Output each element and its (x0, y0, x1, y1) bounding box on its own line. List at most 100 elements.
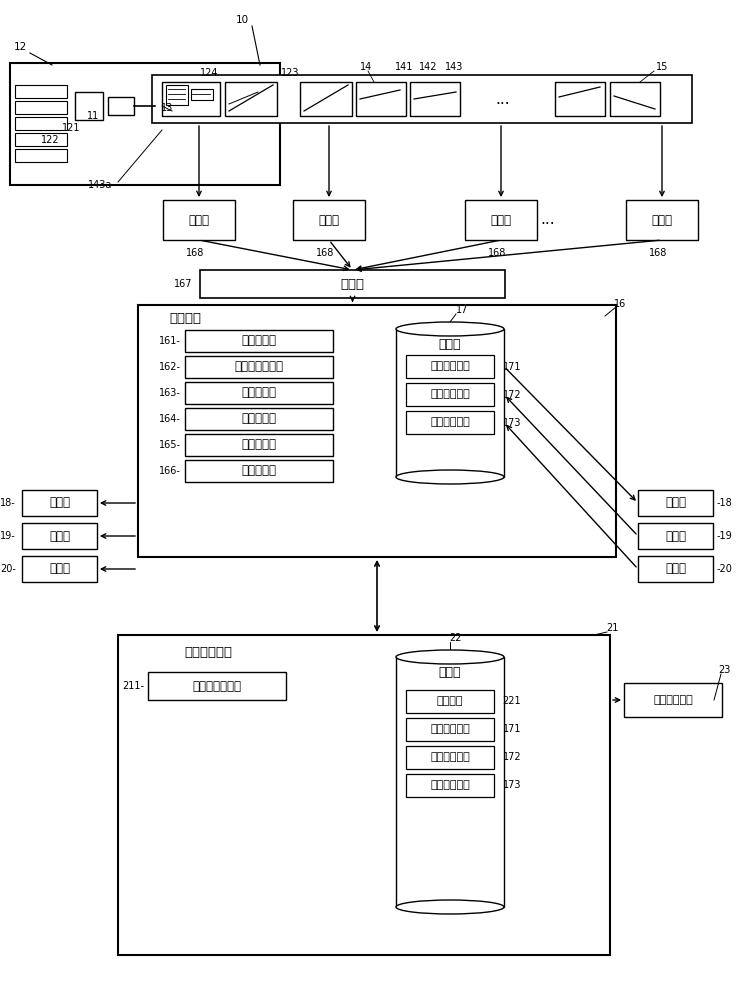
Text: 布线图像数据: 布线图像数据 (430, 724, 470, 734)
Text: 进展管理信息: 进展管理信息 (430, 780, 470, 790)
Text: ...: ... (541, 213, 555, 228)
Text: 168: 168 (649, 248, 667, 258)
Text: 165-: 165- (159, 440, 181, 450)
FancyBboxPatch shape (75, 92, 103, 120)
Text: 23: 23 (718, 665, 730, 675)
FancyBboxPatch shape (138, 305, 616, 557)
Text: 168: 168 (488, 248, 506, 258)
Text: 11: 11 (87, 111, 99, 121)
FancyBboxPatch shape (162, 82, 220, 116)
Text: 168: 168 (186, 248, 204, 258)
Text: 分离器: 分离器 (189, 214, 210, 227)
Text: 16: 16 (614, 299, 626, 309)
FancyBboxPatch shape (406, 690, 494, 713)
Text: 电线切断控制部: 电线切断控制部 (234, 360, 284, 373)
Text: 171: 171 (503, 724, 521, 734)
FancyBboxPatch shape (638, 556, 713, 582)
Text: 18-: 18- (0, 498, 16, 508)
FancyBboxPatch shape (410, 82, 460, 116)
Text: 13: 13 (161, 103, 173, 113)
FancyBboxPatch shape (15, 101, 67, 114)
FancyBboxPatch shape (610, 82, 660, 116)
FancyBboxPatch shape (465, 200, 537, 240)
FancyBboxPatch shape (200, 270, 505, 298)
FancyBboxPatch shape (185, 408, 333, 430)
Text: 162-: 162- (159, 362, 181, 372)
Text: 12: 12 (13, 42, 27, 52)
FancyBboxPatch shape (555, 82, 605, 116)
FancyBboxPatch shape (185, 434, 333, 456)
FancyBboxPatch shape (293, 200, 365, 240)
Text: 读码器: 读码器 (665, 530, 686, 542)
FancyBboxPatch shape (406, 774, 494, 797)
Text: 171: 171 (503, 361, 521, 371)
FancyBboxPatch shape (22, 556, 97, 582)
FancyBboxPatch shape (406, 411, 494, 434)
Text: -19: -19 (717, 531, 733, 541)
Text: 作业方法信息: 作业方法信息 (430, 389, 470, 399)
FancyBboxPatch shape (148, 672, 286, 700)
FancyBboxPatch shape (638, 490, 713, 516)
Text: 124: 124 (200, 68, 218, 78)
Text: 14: 14 (360, 62, 372, 72)
Text: 172: 172 (503, 752, 521, 762)
Text: 20-: 20- (0, 564, 16, 574)
Text: 对应判定部: 对应判定部 (241, 464, 276, 478)
FancyBboxPatch shape (396, 657, 504, 907)
Text: 221: 221 (503, 696, 521, 706)
FancyBboxPatch shape (406, 718, 494, 741)
FancyBboxPatch shape (22, 490, 97, 516)
Text: -20: -20 (717, 564, 733, 574)
Text: -18: -18 (717, 498, 733, 508)
FancyBboxPatch shape (191, 89, 213, 100)
FancyBboxPatch shape (406, 383, 494, 406)
Text: 导通检查部: 导通检查部 (241, 412, 276, 426)
Text: 读码器: 读码器 (49, 530, 70, 542)
FancyBboxPatch shape (163, 200, 235, 240)
Text: 167: 167 (174, 279, 192, 289)
Text: 控制装置: 控制装置 (169, 312, 201, 324)
Ellipse shape (396, 470, 504, 484)
Text: 作业方法信息: 作业方法信息 (430, 752, 470, 762)
Text: 173: 173 (503, 418, 521, 428)
FancyBboxPatch shape (185, 460, 333, 482)
FancyBboxPatch shape (300, 82, 352, 116)
Text: 22: 22 (449, 633, 461, 643)
FancyBboxPatch shape (626, 200, 698, 240)
Text: 10: 10 (235, 15, 249, 25)
Text: 测试器: 测试器 (665, 562, 686, 576)
Text: 管理用服务器: 管理用服务器 (184, 647, 232, 660)
Text: 存储部: 存储部 (439, 338, 461, 351)
Text: 173: 173 (503, 780, 521, 790)
Text: 时刻记录部: 时刻记录部 (241, 438, 276, 452)
Text: 142: 142 (419, 62, 437, 72)
FancyBboxPatch shape (624, 683, 722, 717)
Text: 211-: 211- (122, 681, 144, 691)
FancyBboxPatch shape (396, 329, 504, 477)
Text: 21: 21 (606, 623, 618, 633)
Text: ...: ... (496, 92, 510, 106)
Ellipse shape (396, 900, 504, 914)
Text: 15: 15 (656, 62, 668, 72)
FancyBboxPatch shape (15, 85, 67, 98)
Text: 123: 123 (281, 68, 300, 78)
FancyBboxPatch shape (166, 85, 188, 105)
Text: 172: 172 (503, 389, 521, 399)
Text: 164-: 164- (159, 414, 181, 424)
Text: 布线图像数据: 布线图像数据 (430, 361, 470, 371)
Text: 19-: 19- (0, 531, 16, 541)
Text: 143: 143 (445, 62, 463, 72)
FancyBboxPatch shape (10, 63, 280, 185)
Text: 分离器: 分离器 (318, 214, 339, 227)
FancyBboxPatch shape (108, 97, 134, 115)
FancyBboxPatch shape (152, 75, 692, 123)
Text: 121: 121 (61, 123, 80, 133)
FancyBboxPatch shape (356, 82, 406, 116)
Text: 管理用显示器: 管理用显示器 (653, 695, 693, 705)
Text: 打印控制部: 打印控制部 (241, 386, 276, 399)
Text: 分离器: 分离器 (491, 214, 512, 227)
Text: 显示控制部: 显示控制部 (241, 334, 276, 348)
FancyBboxPatch shape (406, 355, 494, 378)
Text: 141: 141 (395, 62, 413, 72)
FancyBboxPatch shape (15, 133, 67, 146)
